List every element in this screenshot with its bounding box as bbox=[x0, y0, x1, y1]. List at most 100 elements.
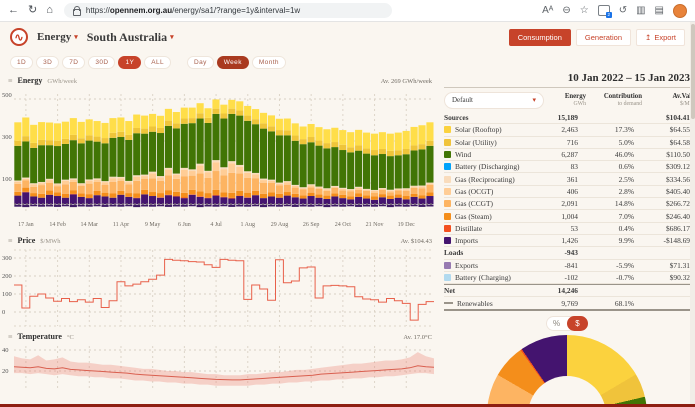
menu-icon[interactable]: ≡ bbox=[8, 236, 13, 245]
column-header-energy: Energy GWh bbox=[564, 92, 586, 107]
profile-avatar[interactable] bbox=[673, 3, 687, 18]
svg-text:14 Feb: 14 Feb bbox=[49, 222, 66, 228]
app-header: ∿ Energy ▾ South Australia ▾ Consumption… bbox=[0, 22, 695, 52]
svg-text:1 Aug: 1 Aug bbox=[241, 222, 256, 228]
page-scrollbar[interactable] bbox=[690, 22, 695, 407]
chevron-down-icon: ▾ bbox=[74, 33, 78, 41]
legend-swatch bbox=[444, 163, 451, 171]
energy-menu[interactable]: Energy ▾ bbox=[37, 31, 78, 43]
energy-chart-header: ≡ Energy GWh/week Av. 269 GWh/week bbox=[0, 74, 440, 86]
interval-button-week[interactable]: Week bbox=[216, 55, 249, 69]
table-row-net[interactable]: Net 14,246 bbox=[444, 284, 690, 298]
svg-text:500: 500 bbox=[2, 92, 12, 99]
donut-unit-toggle[interactable]: % $ bbox=[546, 315, 588, 331]
svg-text:21 Nov: 21 Nov bbox=[366, 222, 384, 228]
date-range-title: 10 Jan 2022 – 15 Jan 2023 bbox=[444, 72, 690, 88]
table-row-renewables[interactable]: Renewables 9,769 68.1% bbox=[444, 297, 690, 311]
back-icon[interactable]: ← bbox=[8, 4, 19, 16]
table-row-solar-rooftop[interactable]: Solar (Rooftop) 2,463 17.3% $64.55 bbox=[444, 124, 690, 137]
sources-table: Sources 15,189 $104.41 Solar (Rooftop) 2,463… bbox=[444, 112, 690, 311]
table-row-gas-steam[interactable]: Gas (Steam) 1,004 7.0% $246.40 bbox=[444, 210, 690, 223]
table-row-battery-charging[interactable]: Battery (Charging) -102 -0.7% $90.32 bbox=[444, 272, 690, 285]
legend-swatch bbox=[444, 126, 451, 134]
energy-menu-label: Energy bbox=[37, 31, 72, 43]
range-button-1y[interactable]: 1Y bbox=[118, 55, 142, 69]
scrollbar-thumb[interactable] bbox=[690, 24, 695, 119]
energy-stacked-bar-chart[interactable]: 500 300 100 17 Jan 14 Feb 14 Mar 11 Apr 9 May 6 … bbox=[0, 86, 436, 234]
copy-pages-icon[interactable]: ▤ bbox=[654, 4, 664, 16]
svg-text:300: 300 bbox=[2, 255, 12, 262]
range-button-3d[interactable]: 3D bbox=[36, 55, 60, 69]
export-button[interactable]: ↥ Export bbox=[636, 28, 685, 46]
legend-swatch bbox=[444, 175, 451, 183]
menu-icon[interactable]: ≡ bbox=[8, 332, 13, 341]
legend-swatch bbox=[444, 261, 451, 269]
generation-donut-wrap: 15,189 GWh bbox=[487, 334, 647, 407]
dollar-toggle[interactable]: $ bbox=[567, 315, 588, 331]
table-header-row: Default ▾ Energy GWh Contribution to deman… bbox=[444, 88, 695, 112]
price-chart-unit: $/MWh bbox=[40, 238, 61, 245]
charts-column: ≡ Energy GWh/week Av. 269 GWh/week 500 30… bbox=[0, 74, 440, 388]
table-row-imports[interactable]: Imports 1,426 9.9% -$148.69 bbox=[444, 235, 690, 248]
zoom-out-icon[interactable]: ⊖ bbox=[562, 4, 571, 16]
favorites-icon[interactable]: ☆ bbox=[579, 4, 589, 16]
table-row-loads[interactable]: Loads -943 bbox=[444, 247, 690, 260]
browser-essentials-icon[interactable]: 2 bbox=[597, 5, 612, 18]
table-row-gas-reciprocating[interactable]: Gas (Reciprocating) 361 2.5% $334.56 bbox=[444, 173, 690, 186]
consumption-button[interactable]: Consumption bbox=[508, 28, 571, 46]
opennem-logo-icon[interactable]: ∿ bbox=[10, 28, 28, 46]
browser-actions: Aᴬ ⊖ ☆ 2 ↺ ▥ ▤ bbox=[542, 3, 687, 18]
footer-accent-line bbox=[0, 404, 695, 407]
collections-icon[interactable]: ▥ bbox=[636, 4, 646, 16]
percent-toggle[interactable]: % bbox=[552, 318, 561, 328]
menu-icon[interactable]: ≡ bbox=[8, 76, 13, 85]
table-row-gas-ocgt[interactable]: Gas (OCGT) 406 2.8% $405.40 bbox=[444, 186, 690, 199]
range-button-all[interactable]: ALL bbox=[144, 55, 171, 69]
svg-text:100: 100 bbox=[2, 176, 12, 183]
table-row-distillate[interactable]: Distillate 53 0.4% $686.17 bbox=[444, 223, 690, 235]
url-domain: opennem.org.au bbox=[109, 6, 173, 15]
interval-button-month[interactable]: Month bbox=[251, 55, 286, 69]
region-menu[interactable]: South Australia ▾ bbox=[87, 30, 174, 45]
essentials-badge: 2 bbox=[605, 12, 612, 18]
svg-text:11 Apr: 11 Apr bbox=[113, 222, 129, 228]
column-header-value: Av.Value$/MWh bbox=[672, 92, 695, 107]
address-bar[interactable]: https://opennem.org.au/energy/sa1/?range… bbox=[63, 3, 392, 18]
legend-swatch bbox=[444, 151, 451, 159]
generation-button[interactable]: Generation bbox=[575, 28, 632, 46]
table-row-wind[interactable]: Wind 6,287 46.0% $110.50 bbox=[444, 149, 690, 162]
svg-text:0: 0 bbox=[2, 309, 5, 316]
svg-text:29 Aug: 29 Aug bbox=[271, 222, 289, 228]
range-button-1d[interactable]: 1D bbox=[10, 55, 34, 69]
chevron-down-icon: ▾ bbox=[170, 33, 174, 41]
export-icon: ↥ bbox=[645, 32, 652, 42]
summary-panel: 10 Jan 2022 – 15 Jan 2023 Default ▾ Ener… bbox=[444, 72, 695, 407]
renewables-line-swatch bbox=[444, 302, 453, 305]
read-aloud-icon[interactable]: Aᴬ bbox=[542, 4, 554, 16]
svg-text:24 Oct: 24 Oct bbox=[335, 222, 351, 228]
table-row-sources[interactable]: Sources 15,189 $104.41 bbox=[444, 112, 690, 125]
price-line-chart[interactable]: 300 200 100 0 bbox=[0, 246, 436, 330]
filter-dropdown[interactable]: Default ▾ bbox=[444, 91, 544, 109]
table-row-gas-ccgt[interactable]: Gas (CCGT) 2,091 14.8% $266.72 bbox=[444, 198, 690, 211]
home-icon[interactable]: ⌂ bbox=[46, 4, 53, 16]
table-row-exports[interactable]: Exports -841 -5.9% $71.31 bbox=[444, 260, 690, 272]
filter-dropdown-label: Default bbox=[452, 96, 473, 104]
refresh-alt-icon[interactable]: ↺ bbox=[618, 4, 628, 16]
range-button-30d[interactable]: 30D bbox=[88, 55, 116, 69]
temperature-band-chart[interactable]: 40 20 bbox=[0, 342, 436, 388]
url-text[interactable]: https://opennem.org.au/energy/sa1/?range… bbox=[86, 6, 300, 15]
interval-button-day[interactable]: Day bbox=[186, 55, 214, 69]
reload-icon[interactable]: ↻ bbox=[28, 4, 38, 16]
energy-chart-title: Energy bbox=[17, 76, 43, 85]
legend-swatch bbox=[444, 138, 451, 146]
table-row-solar-utility[interactable]: Solar (Utility) 716 5.0% $64.58 bbox=[444, 137, 690, 149]
temperature-chart-title: Temperature bbox=[17, 332, 62, 341]
range-button-7d[interactable]: 7D bbox=[62, 55, 86, 69]
svg-text:200: 200 bbox=[2, 273, 12, 280]
svg-text:14 Mar: 14 Mar bbox=[81, 222, 99, 228]
svg-text:17 Jan: 17 Jan bbox=[18, 222, 34, 228]
range-row: 1D 3D 7D 30D 1Y ALL Day Week Month bbox=[10, 54, 685, 70]
table-row-battery-discharging[interactable]: Battery (Discharging) 83 0.6% $309.12 bbox=[444, 161, 690, 174]
svg-text:300: 300 bbox=[2, 134, 12, 141]
